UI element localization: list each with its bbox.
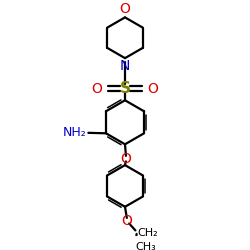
Text: S: S — [120, 81, 130, 96]
Text: O: O — [120, 2, 130, 16]
Text: O: O — [148, 82, 158, 96]
Text: O: O — [122, 214, 132, 228]
Text: CH₃: CH₃ — [136, 242, 156, 250]
Text: N: N — [120, 59, 130, 73]
Text: O: O — [120, 152, 131, 166]
Text: NH₂: NH₂ — [63, 126, 87, 139]
Text: CH₂: CH₂ — [138, 228, 158, 238]
Text: O: O — [92, 82, 102, 96]
